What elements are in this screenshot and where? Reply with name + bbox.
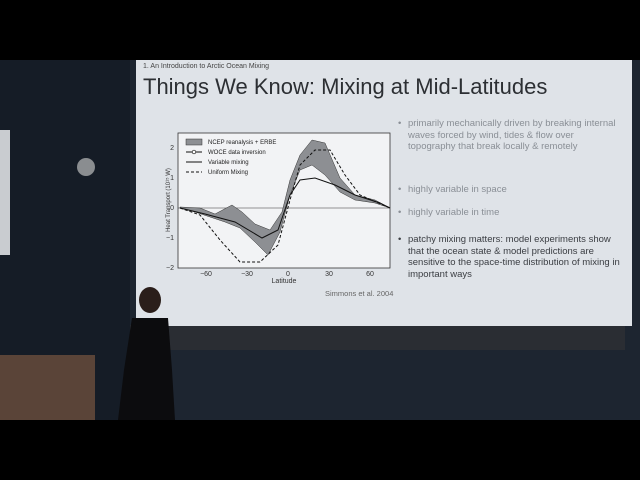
citation: Simmons et al. 2004 <box>325 289 393 298</box>
y-label: Heat Transport (10¹⁵ W) <box>165 168 172 232</box>
podium <box>0 355 95 420</box>
legend-label: NCEP reanalysis + ERBE <box>208 140 276 146</box>
x-tick-label: 0 <box>286 271 290 278</box>
x-tick-label: −30 <box>241 271 253 278</box>
x-tick-label: −60 <box>200 271 212 278</box>
section: 1. An Introduction to Arctic Ocean Mixin… <box>143 63 269 70</box>
y-tick-label: −1 <box>166 235 174 242</box>
bullet: patchy mixing matters: model experiments… <box>398 234 623 280</box>
bullet: primarily mechanically driven by breakin… <box>398 118 623 153</box>
variable-mixing <box>179 177 391 239</box>
title: Things We Know: Mixing at Mid-Latitudes <box>143 74 547 99</box>
uniform-mixing <box>179 149 391 263</box>
y-tick-label: 0 <box>170 205 174 212</box>
legend-swatch <box>185 138 203 146</box>
ncep-band <box>179 139 391 256</box>
bullet: highly variable in space <box>398 184 623 196</box>
y-tick-label: 2 <box>170 145 174 152</box>
plot-box <box>177 132 391 269</box>
x-label: Latitude <box>272 278 297 285</box>
legend-label: Uniform Mixing <box>208 170 248 176</box>
camera <box>77 158 95 176</box>
x-tick-label: 60 <box>366 271 374 278</box>
legend-label: Variable mixing <box>208 160 249 166</box>
x-tick-label: 30 <box>325 271 333 278</box>
speaker-head <box>139 287 161 313</box>
legend-label: WOCE data inversion <box>208 150 266 156</box>
side-screen <box>0 130 10 255</box>
screen-frame <box>130 325 625 350</box>
speaker-body <box>118 318 175 420</box>
legend-marker <box>191 149 197 155</box>
y-tick-label: −2 <box>166 265 174 272</box>
bullet: highly variable in time <box>398 207 623 219</box>
y-tick-label: 1 <box>170 175 174 182</box>
